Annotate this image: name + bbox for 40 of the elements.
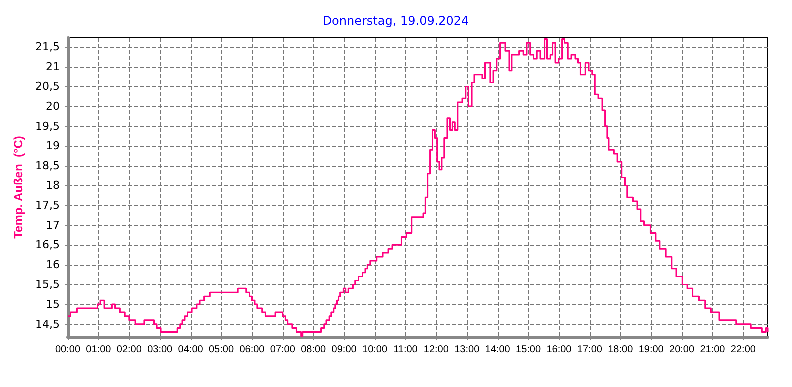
x-tick-label: 15:00 xyxy=(516,344,542,356)
y-tick-label: 15 xyxy=(46,298,60,312)
x-tick-label: 00:00 xyxy=(55,344,81,356)
x-tick-label: 03:00 xyxy=(148,344,174,356)
x-tick-label: 07:00 xyxy=(270,344,296,356)
y-tick-label: 16 xyxy=(46,258,60,272)
y-tick-label: 17 xyxy=(46,218,60,232)
x-tick-label: 02:00 xyxy=(116,344,142,356)
x-tick-label: 19:00 xyxy=(638,344,664,356)
y-tick-label: 19,5 xyxy=(36,120,60,133)
y-tick-label: 20,5 xyxy=(36,80,60,94)
y-axis-title: Temp. Außen (°C) xyxy=(12,136,26,239)
y-tick-label: 18 xyxy=(46,179,60,192)
y-tick-label: 15,5 xyxy=(36,278,60,292)
x-tick-label: 11:00 xyxy=(394,344,418,356)
x-tick-label: 16:00 xyxy=(546,344,572,356)
y-tick-label: 20 xyxy=(46,100,60,114)
y-tick-label: 16,5 xyxy=(36,238,60,252)
x-tick-label: 08:00 xyxy=(301,344,327,356)
x-tick-label: 12:00 xyxy=(424,344,450,356)
y-tick-label: 19 xyxy=(46,140,60,153)
x-tick-label: 10:00 xyxy=(362,344,388,356)
x-tick-label: 05:00 xyxy=(208,344,234,356)
y-tick-label: 21 xyxy=(46,60,60,74)
x-tick-label: 13:00 xyxy=(454,344,480,356)
y-tick-label: 21,5 xyxy=(36,40,60,54)
x-tick-label: 22:00 xyxy=(730,344,756,356)
x-tick-label: 14:00 xyxy=(485,344,511,356)
y-tick-label: 14,5 xyxy=(36,318,60,331)
y-tick-label: 17,5 xyxy=(36,199,60,212)
x-tick-label: 01:00 xyxy=(86,344,112,356)
x-tick-label: 18:00 xyxy=(608,344,634,356)
x-tick-label: 04:00 xyxy=(178,344,204,356)
y-tick-label: 18,5 xyxy=(36,159,60,172)
x-tick-label: 06:00 xyxy=(240,344,266,356)
x-tick-label: 20:00 xyxy=(670,344,695,356)
x-tick-label: 21:00 xyxy=(700,344,726,356)
x-tick-label: 17:00 xyxy=(577,344,603,356)
x-tick-label: 09:00 xyxy=(332,344,358,356)
chart-title: Donnerstag, 19.09.2024 xyxy=(322,14,470,28)
